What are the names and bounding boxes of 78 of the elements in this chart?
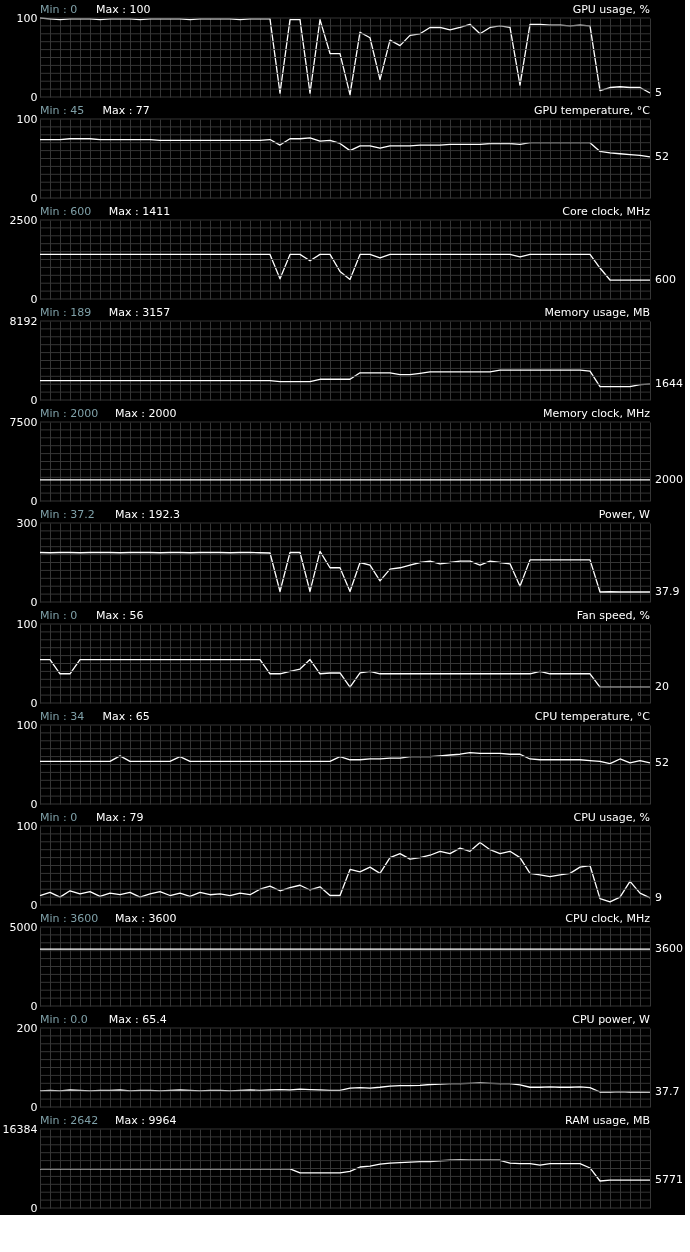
y-tick-label: 0 <box>30 494 38 508</box>
y-tick-label: 0 <box>30 191 38 205</box>
data-label: 2000 <box>655 472 683 486</box>
chart-title: RAM usage, MB <box>565 1114 650 1127</box>
text: Min : 34 <box>40 710 85 723</box>
data-label: 37.9 <box>655 585 680 599</box>
text: Min : 37.2 <box>40 508 95 521</box>
chart-title: Fan speed, % <box>576 609 650 622</box>
y-tick-label: 0 <box>30 90 38 104</box>
data-label: 52 <box>655 755 669 769</box>
y-tick-label: 0 <box>30 595 38 609</box>
line-series <box>39 550 651 593</box>
line-series <box>39 1082 651 1093</box>
text: Max : 1411 <box>108 205 171 218</box>
y-tick-label: 0 <box>30 292 38 306</box>
y-tick-label: 0 <box>30 797 38 811</box>
chart-title: GPU usage, % <box>572 3 650 16</box>
text: Max : 56 <box>96 609 144 622</box>
chart-title: Core clock, MHz <box>562 205 651 218</box>
y-tick-label: 0 <box>30 898 38 912</box>
text: Min : 600 <box>40 205 92 218</box>
chart-title: Memory clock, MHz <box>542 407 651 420</box>
text: Max : 79 <box>96 811 144 824</box>
data-label: 1644 <box>655 377 683 391</box>
text: Max : 65 <box>102 710 150 723</box>
data-label: 5771 <box>655 1173 683 1187</box>
text: Min : 2000 <box>40 407 99 420</box>
data-label: 37.7 <box>655 1085 680 1099</box>
y-tick-label: 5000 <box>9 920 38 934</box>
text: Max : 3600 <box>115 912 177 925</box>
data-label: 3600 <box>655 942 683 956</box>
y-tick-label: 300 <box>16 516 38 530</box>
chart-title: CPU clock, MHz <box>565 912 651 925</box>
text: Min : 0 <box>40 3 78 16</box>
text: Max : 100 <box>96 3 151 16</box>
y-tick-label: 0 <box>30 999 38 1013</box>
text: Min : 45 <box>40 104 85 117</box>
text: Max : 3157 <box>108 306 171 319</box>
line-series <box>39 253 651 281</box>
data-label: 600 <box>655 273 676 287</box>
text: Min : 189 <box>40 306 92 319</box>
y-tick-label: 200 <box>16 1021 38 1035</box>
data-label: 52 <box>655 149 669 163</box>
text: Min : 2642 <box>40 1114 99 1127</box>
y-tick-label: 100 <box>16 11 38 25</box>
chart-title: Memory usage, MB <box>544 306 650 319</box>
y-tick-label: 100 <box>16 819 38 833</box>
chart-title: GPU temperature, °C <box>533 104 651 117</box>
y-tick-label: 0 <box>30 1100 38 1114</box>
y-tick-label: 0 <box>30 696 38 710</box>
text: Min : 3600 <box>40 912 99 925</box>
y-tick-label: 0 <box>30 1201 38 1215</box>
line-series <box>39 752 651 765</box>
data-label: 9 <box>655 890 662 904</box>
chart-title: Power, W <box>598 508 651 521</box>
data-label: 20 <box>655 680 669 694</box>
chart-title: CPU temperature, °C <box>534 710 651 723</box>
text: Max : 77 <box>102 104 150 117</box>
y-tick-label: 100 <box>16 617 38 631</box>
y-tick-label: 0 <box>30 393 38 407</box>
text: Max : 9964 <box>115 1114 177 1127</box>
text: Max : 192.3 <box>115 508 180 521</box>
text: Max : 65.4 <box>108 1013 167 1026</box>
chart-title: CPU usage, % <box>573 811 650 824</box>
text: Min : 0 <box>40 811 78 824</box>
y-tick-label: 100 <box>16 112 38 126</box>
line-series <box>39 1159 651 1182</box>
text: Max : 2000 <box>115 407 177 420</box>
y-tick-label: 100 <box>16 718 38 732</box>
y-tick-label: 8192 <box>9 314 38 328</box>
y-tick-label: 2500 <box>9 213 38 227</box>
text: Min : 0.0 <box>40 1013 88 1026</box>
text: Min : 0 <box>40 609 78 622</box>
chart-title: CPU power, W <box>572 1013 651 1026</box>
y-tick-label: 7500 <box>9 415 38 429</box>
y-tick-label: 16384 <box>2 1122 38 1136</box>
line-series <box>39 137 651 158</box>
data-label: 5 <box>655 86 662 100</box>
